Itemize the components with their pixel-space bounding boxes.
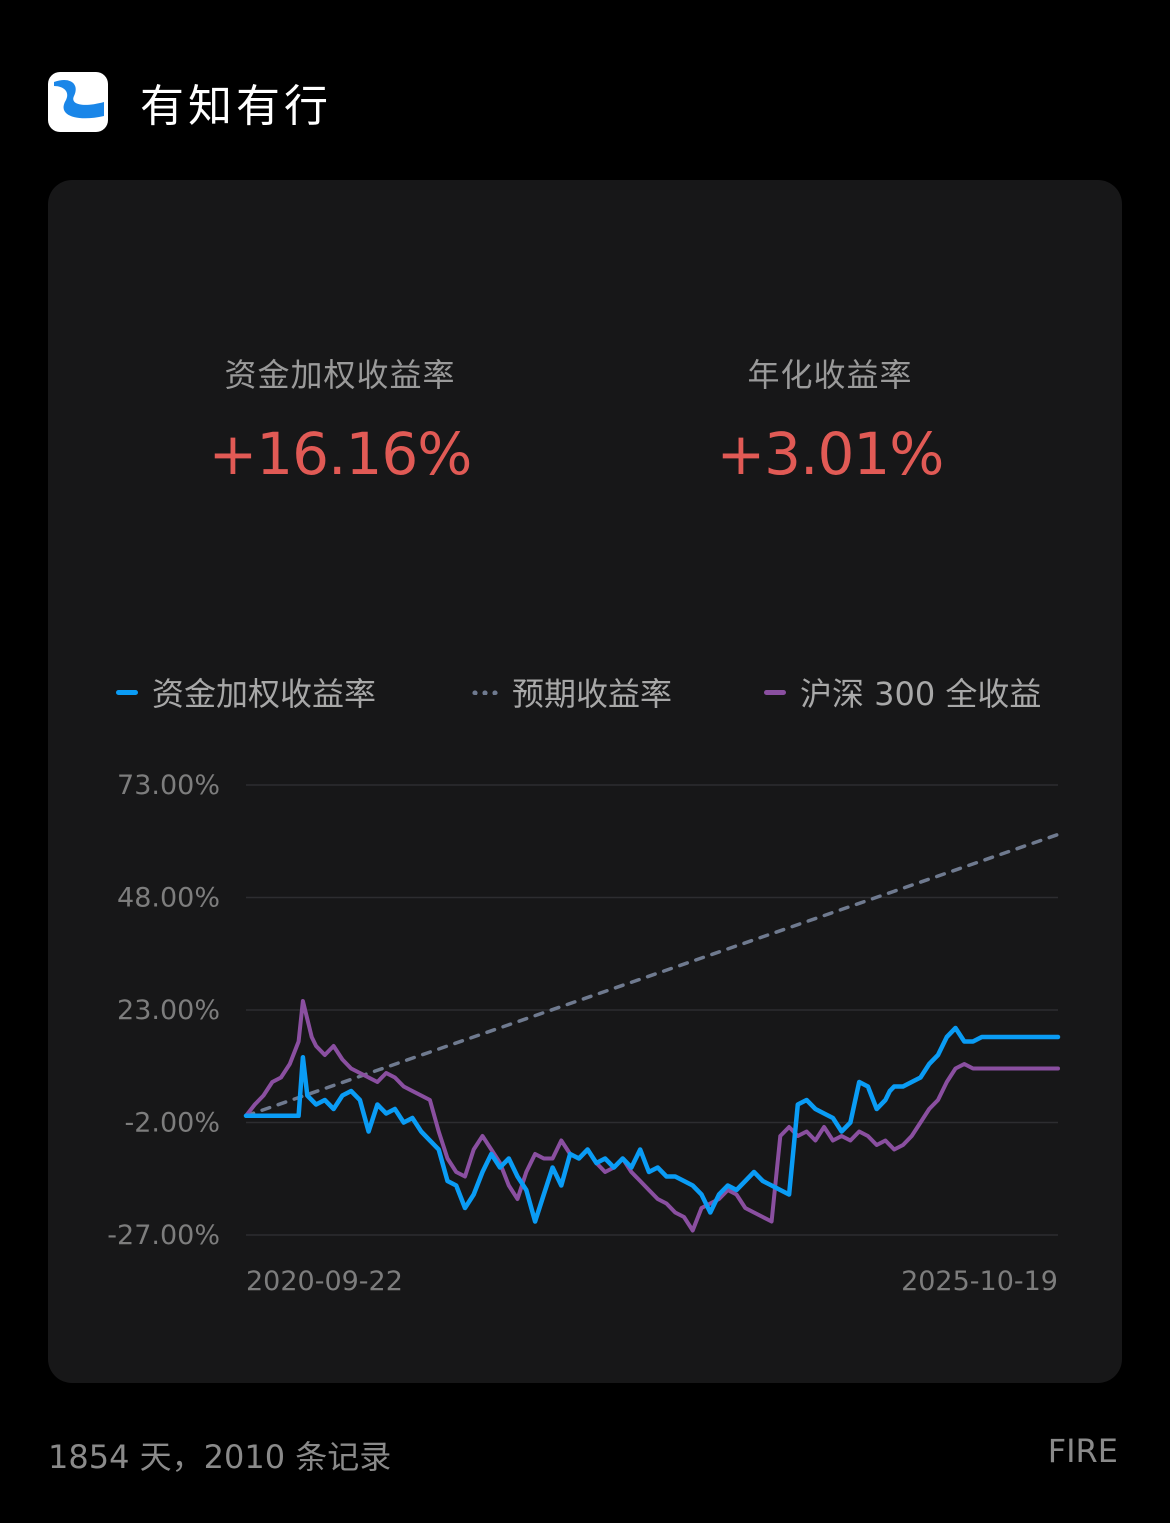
returns-line-chart[interactable]: 73.00% 48.00% 23.00% -2.00% -27.00% 2020-09-…: [48, 180, 1122, 1383]
annualized-return: 年化收益率 +3.01%: [620, 350, 1040, 488]
series-line-expected: [244, 832, 1060, 1118]
metric-label: 年化收益率: [747, 356, 913, 394]
app-title: 有知有行: [140, 81, 332, 132]
chart-legend: 资金加权收益率 预期收益率 沪深 300 全收益: [48, 668, 1122, 716]
legend-item-expected[interactable]: 预期收益率: [472, 668, 672, 716]
metric-value: +3.01%: [716, 420, 945, 488]
app-header: 有知有行: [48, 72, 332, 132]
legend-label: 沪深 300 全收益: [800, 675, 1042, 713]
y-tick-label: 73.00%: [117, 770, 220, 801]
series-line-money-weighted: [243, 1025, 1061, 1224]
money-weighted-return: 资金加权收益率 +16.16%: [130, 350, 550, 488]
y-tick-label: 23.00%: [117, 995, 220, 1026]
legend-line-icon: [116, 689, 138, 695]
legend-item-user[interactable]: 资金加权收益率: [116, 668, 376, 716]
legend-label: 预期收益率: [512, 675, 673, 713]
x-tick-label-end: 2025-10-19: [901, 1266, 1058, 1297]
river-logo-icon: [48, 72, 108, 132]
y-tick-label: -27.00%: [107, 1220, 220, 1251]
legend-dotted-line-icon: [472, 689, 498, 695]
y-tick-label: -2.00%: [124, 1108, 220, 1139]
y-tick-label: 48.00%: [117, 883, 220, 914]
legend-label: 资金加权收益率: [152, 675, 377, 713]
series-line-csi300: [244, 999, 1060, 1233]
metric-label: 资金加权收益率: [224, 356, 456, 394]
returns-card: 资金加权收益率 +16.16% 年化收益率 +3.01% 资金加权收益率 预期收…: [48, 180, 1122, 1383]
x-tick-label-start: 2020-09-22: [246, 1266, 403, 1297]
record-stats: 1854 天，2010 条记录: [48, 1438, 392, 1476]
legend-item-index[interactable]: 沪深 300 全收益: [764, 668, 1041, 716]
footer-brand: FIRE: [1047, 1432, 1118, 1470]
metric-value: +16.16%: [208, 420, 473, 488]
legend-line-icon: [764, 689, 786, 695]
